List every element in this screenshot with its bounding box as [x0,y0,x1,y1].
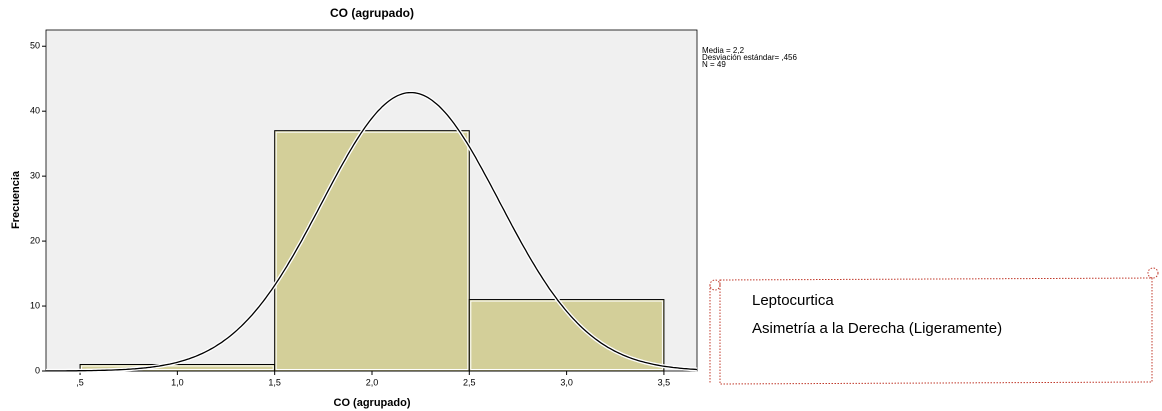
stats-text: Desviación estándar= ,456 [702,53,798,62]
y-tick-label: 30 [30,171,40,181]
chart-title: CO (agrupado) [330,6,414,20]
stats-text: Media = 2,2 [702,46,745,55]
scroll-curl [709,279,721,291]
x-axis-label: CO (agrupado) [334,397,411,409]
bar [274,130,470,372]
normal-curve [46,91,698,372]
bar-outline [470,300,663,370]
stats-text: N = 49 [702,60,726,69]
x-tick-label: 1,0 [171,377,184,387]
annotation-text: Leptocurtica [752,292,834,309]
annotation-scroll [719,277,1153,385]
y-axis-label: Frecuencia [10,170,22,229]
y-tick-label: 20 [30,235,40,245]
y-tick-label: 0 [35,365,40,375]
x-tick-label: 1,5 [268,377,281,387]
x-tick-label: 3,5 [658,377,671,387]
x-tick-label: 2,5 [463,377,476,387]
annotation-text: Asimetría a la Derecha (Ligeramente) [752,320,1002,337]
scroll-curl [1147,267,1159,279]
y-tick-label: 40 [30,106,40,116]
y-tick-label: 10 [30,300,40,310]
x-tick-label: ,5 [76,377,84,387]
x-tick-label: 3,0 [560,377,573,387]
bar-outline [81,365,274,370]
x-tick-label: 2,0 [366,377,379,387]
bar-outline [275,131,469,370]
y-tick-label: 50 [30,41,40,51]
